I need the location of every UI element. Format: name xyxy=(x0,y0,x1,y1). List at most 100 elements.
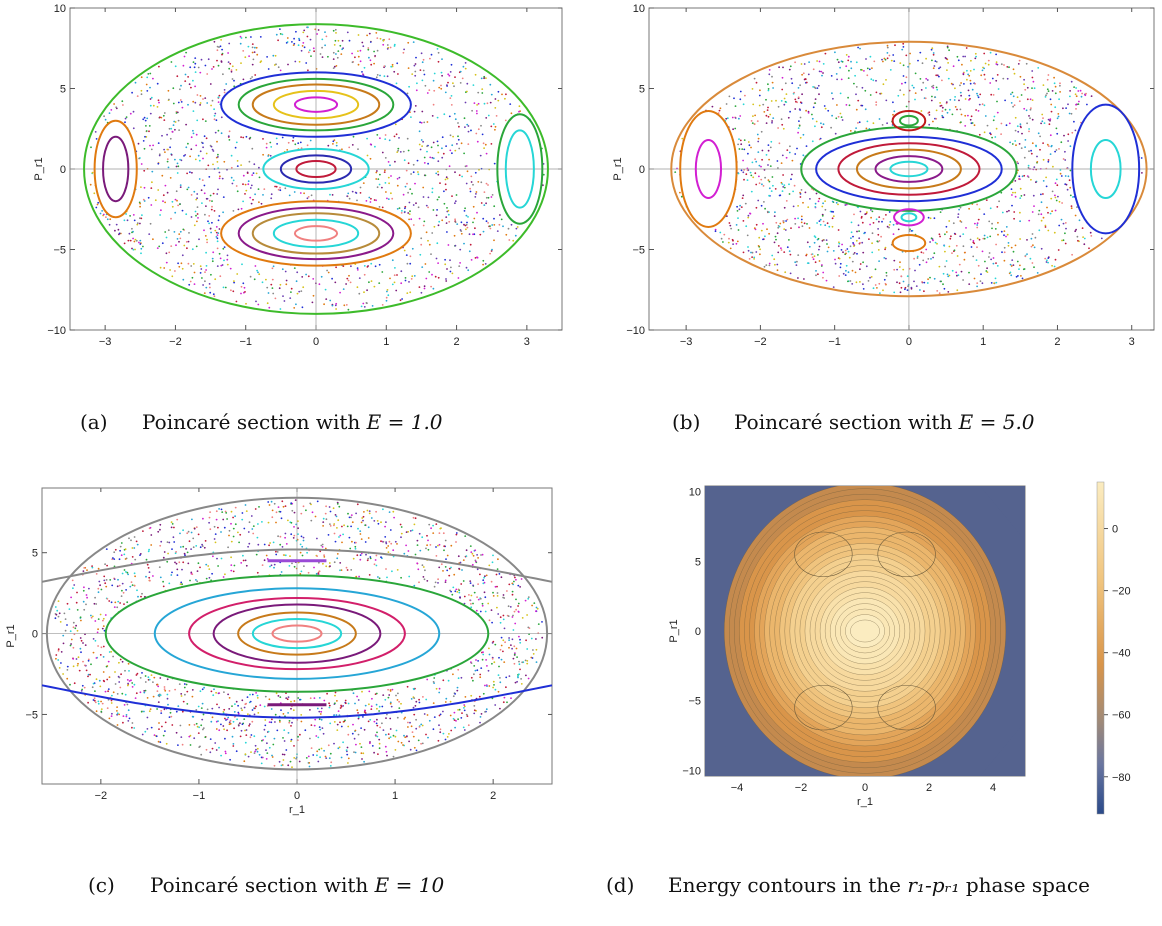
scatter-point xyxy=(83,567,86,569)
scatter-point xyxy=(375,199,377,202)
scatter-point xyxy=(995,243,997,246)
scatter-point xyxy=(211,747,214,750)
scatter-point xyxy=(872,122,875,125)
scatter-point xyxy=(180,736,183,738)
scatter-point xyxy=(157,142,160,145)
scatter-point xyxy=(469,582,472,584)
scatter-point xyxy=(233,564,236,567)
scatter-point xyxy=(310,519,313,522)
scatter-point xyxy=(941,114,944,117)
scatter-point xyxy=(309,502,312,505)
scatter-point xyxy=(319,53,322,55)
scatter-point xyxy=(406,735,408,738)
scatter-point xyxy=(108,112,111,114)
scatter-point xyxy=(408,85,410,88)
scatter-point xyxy=(72,626,75,629)
boundary-orbit xyxy=(83,23,549,315)
scatter-point xyxy=(183,552,186,555)
scatter-point xyxy=(314,718,317,721)
scatter-point xyxy=(502,618,505,621)
scatter-point xyxy=(925,87,927,89)
scatter-point xyxy=(755,251,758,253)
scatter-point xyxy=(252,58,255,61)
orbit-ring xyxy=(251,212,381,255)
scatter-point xyxy=(753,258,755,260)
x-tick-label: 4 xyxy=(990,782,996,794)
scatter-point xyxy=(336,729,339,731)
scatter-point xyxy=(437,170,439,173)
scatter-point xyxy=(1062,222,1065,225)
scatter-point xyxy=(486,102,489,105)
scatter-point xyxy=(363,760,365,763)
orbit-ring xyxy=(891,110,927,132)
scatter-point xyxy=(230,564,233,566)
scatter-point xyxy=(318,718,321,721)
scatter-point xyxy=(739,139,742,142)
scatter-point xyxy=(175,731,178,734)
scatter-point xyxy=(438,691,441,694)
scatter-point xyxy=(385,296,388,299)
scatter-point xyxy=(192,61,195,63)
scatter-point xyxy=(951,113,954,116)
scatter-point xyxy=(219,45,222,48)
scatter-point xyxy=(515,598,517,601)
scatter-point xyxy=(822,123,825,126)
y-tick-label: 5 xyxy=(639,84,645,96)
scatter-point xyxy=(297,142,300,145)
scatter-point xyxy=(212,694,215,697)
scatter-point xyxy=(143,690,146,692)
scatter-point xyxy=(938,265,941,268)
scatter-point xyxy=(163,119,166,121)
scatter-point xyxy=(97,645,99,647)
scatter-point xyxy=(223,691,225,693)
scatter-point xyxy=(805,109,807,112)
scatter-point xyxy=(157,740,160,743)
scatter-point xyxy=(385,750,388,753)
scatter-point xyxy=(1017,130,1020,133)
scatter-point xyxy=(122,591,125,594)
scatter-point xyxy=(839,262,842,265)
scatter-point xyxy=(363,511,365,513)
scatter-point xyxy=(230,510,233,513)
scatter-point xyxy=(728,237,730,240)
scatter-point xyxy=(530,637,533,640)
scatter-point xyxy=(728,222,731,224)
scatter-point xyxy=(192,110,195,112)
scatter-point xyxy=(797,131,799,134)
scatter-point xyxy=(157,685,160,688)
scatter-point xyxy=(201,202,203,205)
scatter-point xyxy=(475,193,477,195)
scatter-point xyxy=(412,706,415,709)
scatter-point xyxy=(193,283,196,285)
scatter-point xyxy=(105,579,108,581)
scatter-point xyxy=(948,108,951,111)
scatter-point xyxy=(149,708,152,710)
scatter-point xyxy=(88,587,90,590)
scatter-point xyxy=(814,125,816,128)
scatter-point xyxy=(196,580,199,583)
scatter-point xyxy=(102,671,105,673)
scatter-point xyxy=(1009,263,1012,266)
scatter-point xyxy=(400,576,402,579)
scatter-point xyxy=(211,200,213,203)
scatter-point xyxy=(340,725,343,728)
scatter-point xyxy=(1018,100,1021,103)
scatter-point xyxy=(216,703,218,706)
scatter-point xyxy=(755,206,758,209)
scatter-point xyxy=(478,168,480,171)
scatter-point xyxy=(841,119,844,121)
scatter-point xyxy=(315,572,318,575)
scatter-point xyxy=(99,584,101,587)
scatter-point xyxy=(750,146,752,149)
scatter-point xyxy=(261,739,263,742)
scatter-point xyxy=(338,505,341,508)
scatter-point xyxy=(751,161,754,164)
scatter-point xyxy=(919,51,922,54)
scatter-point xyxy=(259,36,262,38)
scatter-point xyxy=(231,705,233,707)
scatter-point xyxy=(217,64,220,67)
scatter-point xyxy=(235,750,238,753)
scatter-point xyxy=(741,197,744,200)
scatter-point xyxy=(97,591,100,594)
scatter-point xyxy=(417,173,420,176)
